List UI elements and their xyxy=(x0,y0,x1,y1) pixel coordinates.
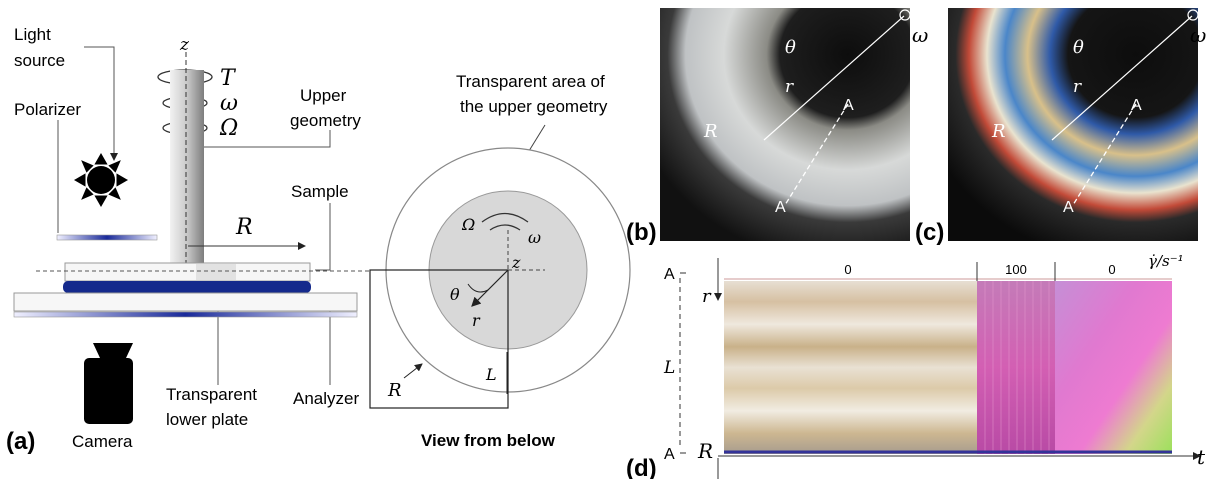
d-shear-rate-label: γ̇/s⁻¹ xyxy=(1148,252,1184,270)
lower-plate-label-2: lower plate xyxy=(166,410,248,429)
d-t: t xyxy=(1197,445,1206,469)
b-r: r xyxy=(785,77,794,97)
d-shear-stripes xyxy=(984,281,1050,454)
radius-symbol: R xyxy=(235,215,253,240)
view-from-below-title: View from below xyxy=(421,431,556,450)
transparent-window xyxy=(196,264,236,280)
r-vector xyxy=(471,269,509,307)
b-A-top: A xyxy=(843,97,854,114)
torque-symbol: T xyxy=(220,66,237,91)
view-from-below: Transparent area of the upper geometry Ω… xyxy=(369,72,631,450)
light-source-label-2: source xyxy=(14,51,65,70)
upper-geometry-label: Upper xyxy=(300,86,347,105)
c-r: r xyxy=(1073,77,1082,97)
z-symbol: z xyxy=(179,35,190,55)
view-window xyxy=(369,269,509,409)
panel-b: θ r R A A ω (b) xyxy=(626,8,928,246)
vb-omega: ω xyxy=(528,228,541,247)
sample-leader xyxy=(315,203,331,271)
b-omega: ω xyxy=(912,23,928,47)
Omega-arrow xyxy=(481,212,529,223)
sample-label: Sample xyxy=(291,182,349,201)
polarizer xyxy=(56,234,158,241)
vb-Omega: Ω xyxy=(461,215,475,234)
R-arrow xyxy=(403,363,423,379)
d-band-shear-100 xyxy=(977,281,1055,454)
polarizer-label: Polarizer xyxy=(14,100,81,119)
vb-theta: θ xyxy=(450,285,460,304)
sample-cell xyxy=(64,262,311,282)
transparent-area-label: Transparent area of xyxy=(456,72,605,91)
d-R: R xyxy=(697,439,713,463)
d-segment-2: 100 xyxy=(1005,262,1027,277)
camera-icon xyxy=(84,343,133,424)
b-analyzer-line xyxy=(784,103,849,206)
vb-R: R xyxy=(387,380,402,401)
b-radius-line xyxy=(763,15,905,141)
analyzer-label: Analyzer xyxy=(293,389,359,408)
upper-geometry-rod xyxy=(170,70,204,265)
vb-L: L xyxy=(485,365,497,384)
d-L: L xyxy=(663,358,675,378)
panel-c: θ r R A A ω (c) xyxy=(915,8,1206,246)
omega-arrow xyxy=(489,224,521,231)
theta-arc xyxy=(467,283,489,293)
vb-r: r xyxy=(472,311,481,330)
d-r: r xyxy=(702,286,712,307)
b-R: R xyxy=(703,121,718,142)
d-A-bot: A xyxy=(664,446,675,463)
lower-plate-label: Transparent xyxy=(166,385,257,404)
panel-b-letter: (b) xyxy=(626,219,657,246)
upper-geometry-leader xyxy=(194,130,331,155)
camera-label: Camera xyxy=(72,432,133,451)
lower-plate xyxy=(13,292,358,312)
Omega-symbol: Ω xyxy=(219,116,238,141)
c-end-dot xyxy=(1187,9,1199,21)
omega-symbol: ω xyxy=(220,91,238,116)
light-source-label: Light xyxy=(14,25,51,44)
sun-icon xyxy=(73,152,129,208)
vb-z: z xyxy=(511,253,521,272)
c-A-bot: A xyxy=(1063,199,1074,216)
b-A-bot: A xyxy=(775,199,786,216)
d-segment-1: 0 xyxy=(844,262,851,277)
c-R: R xyxy=(991,121,1006,142)
b-theta: θ xyxy=(785,37,796,58)
panel-a-letter: (a) xyxy=(6,428,35,455)
d-band-rest-1 xyxy=(724,281,977,454)
light-source-leader xyxy=(84,46,118,161)
c-analyzer-line xyxy=(1072,103,1137,206)
panel-d-letter: (d) xyxy=(626,455,657,479)
panel-c-letter: (c) xyxy=(915,219,944,246)
b-end-dot xyxy=(899,9,911,21)
panel-d: A L A r R t 0 100 0 γ̇/s⁻¹ (d) xyxy=(626,252,1206,479)
panel-a: Light source Polarizer Upper geometry Sa… xyxy=(6,25,370,455)
upper-geometry-label-2: geometry xyxy=(290,111,361,130)
c-A-top: A xyxy=(1131,97,1142,114)
c-omega: ω xyxy=(1190,23,1206,47)
analyzer xyxy=(13,311,358,318)
d-A-top: A xyxy=(664,266,675,283)
c-radius-line xyxy=(1051,15,1193,141)
d-segment-3: 0 xyxy=(1108,262,1115,277)
sample-layer xyxy=(63,281,311,293)
transparent-area-label-2: the upper geometry xyxy=(460,97,608,116)
d-band-rest-2 xyxy=(1055,281,1172,454)
c-theta: θ xyxy=(1073,37,1084,58)
